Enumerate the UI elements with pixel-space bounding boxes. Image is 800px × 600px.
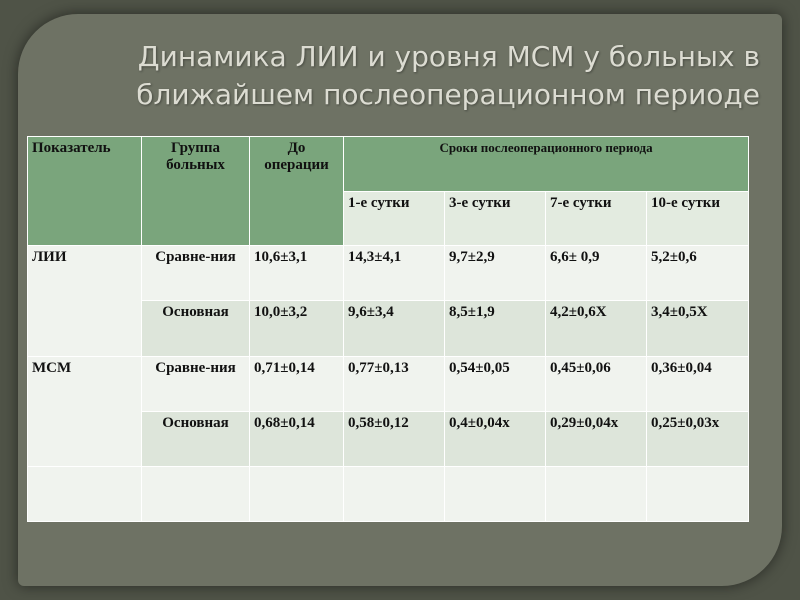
cell-day-7: 6,6± 0,9 bbox=[545, 245, 647, 302]
cell-day-1: 0,77±0,13 bbox=[343, 355, 445, 412]
table-row: Основная 0,68±0,14 0,58±0,12 0,4±0,04х 0… bbox=[28, 410, 750, 467]
table-row: ЛИИ Сравне-ния 10,6±3,1 14,3±4,1 9,7±2,9… bbox=[27, 245, 750, 357]
cell-empty bbox=[343, 465, 445, 523]
header-indicator: Показатель bbox=[27, 135, 142, 247]
cell-day-7: 4,2±0,6Х bbox=[545, 300, 647, 357]
header-day-7: 7-е сутки bbox=[545, 191, 647, 247]
slide-title: Динамика ЛИИ и уровня МСМ у больных в бл… bbox=[60, 38, 760, 114]
cell-before: 10,0±3,2 bbox=[249, 300, 344, 357]
row-indicator-msm: МСМ bbox=[27, 355, 142, 467]
cell-empty bbox=[249, 465, 344, 523]
data-table: Показатель Группа больных До операции Ср… bbox=[27, 135, 750, 523]
cell-group: Основная bbox=[141, 410, 250, 467]
slide-title-line-1: Динамика ЛИИ и уровня МСМ у больных в bbox=[137, 40, 760, 73]
cell-before: 10,6±3,1 bbox=[249, 245, 344, 302]
cell-day-7: 0,45±0,06 bbox=[545, 355, 647, 412]
cell-group: Сравне-ния bbox=[141, 245, 250, 302]
header-day-3: 3-е сутки bbox=[444, 191, 546, 247]
cell-day-3: 9,7±2,9 bbox=[444, 245, 546, 302]
cell-group: Основная bbox=[141, 300, 250, 357]
table-row: Основная 10,0±3,2 9,6±3,4 8,5±1,9 4,2±0,… bbox=[28, 300, 750, 357]
header-day-1: 1-е сутки bbox=[343, 191, 445, 247]
cell-day-3: 8,5±1,9 bbox=[444, 300, 546, 357]
cell-group: Сравне-ния bbox=[141, 355, 250, 412]
cell-empty bbox=[27, 465, 142, 523]
cell-empty bbox=[444, 465, 546, 523]
cell-empty bbox=[141, 465, 250, 523]
cell-day-7: 0,29±0,04х bbox=[545, 410, 647, 467]
table-row: МСМ Сравне-ния 0,71±0,14 0,77±0,13 0,54±… bbox=[27, 355, 750, 467]
cell-day-10: 3,4±0,5Х bbox=[645, 300, 750, 357]
cell-day-10: 5,2±0,6 bbox=[645, 245, 750, 302]
header-before-surgery: До операции bbox=[249, 135, 344, 247]
cell-day-10: 0,36±0,04 bbox=[645, 355, 750, 412]
cell-day-1: 9,6±3,4 bbox=[343, 300, 445, 357]
cell-day-1: 14,3±4,1 bbox=[343, 245, 445, 302]
cell-day-3: 0,54±0,05 bbox=[444, 355, 546, 412]
table-row-empty bbox=[27, 465, 750, 523]
cell-empty bbox=[545, 465, 647, 523]
header-day-10: 10-е сутки bbox=[645, 191, 750, 247]
cell-before: 0,68±0,14 bbox=[249, 410, 344, 467]
cell-empty bbox=[645, 465, 750, 523]
header-group: Группа больных bbox=[141, 135, 250, 247]
cell-day-10: 0,25±0,03х bbox=[645, 410, 750, 467]
cell-day-1: 0,58±0,12 bbox=[343, 410, 445, 467]
cell-before: 0,71±0,14 bbox=[249, 355, 344, 412]
slide-title-line-2: ближайшем послеоперационном периоде bbox=[136, 78, 760, 111]
row-indicator-lii: ЛИИ bbox=[27, 245, 142, 357]
cell-day-3: 0,4±0,04х bbox=[444, 410, 546, 467]
header-postop-period: Сроки послеоперационного периода bbox=[342, 135, 750, 193]
